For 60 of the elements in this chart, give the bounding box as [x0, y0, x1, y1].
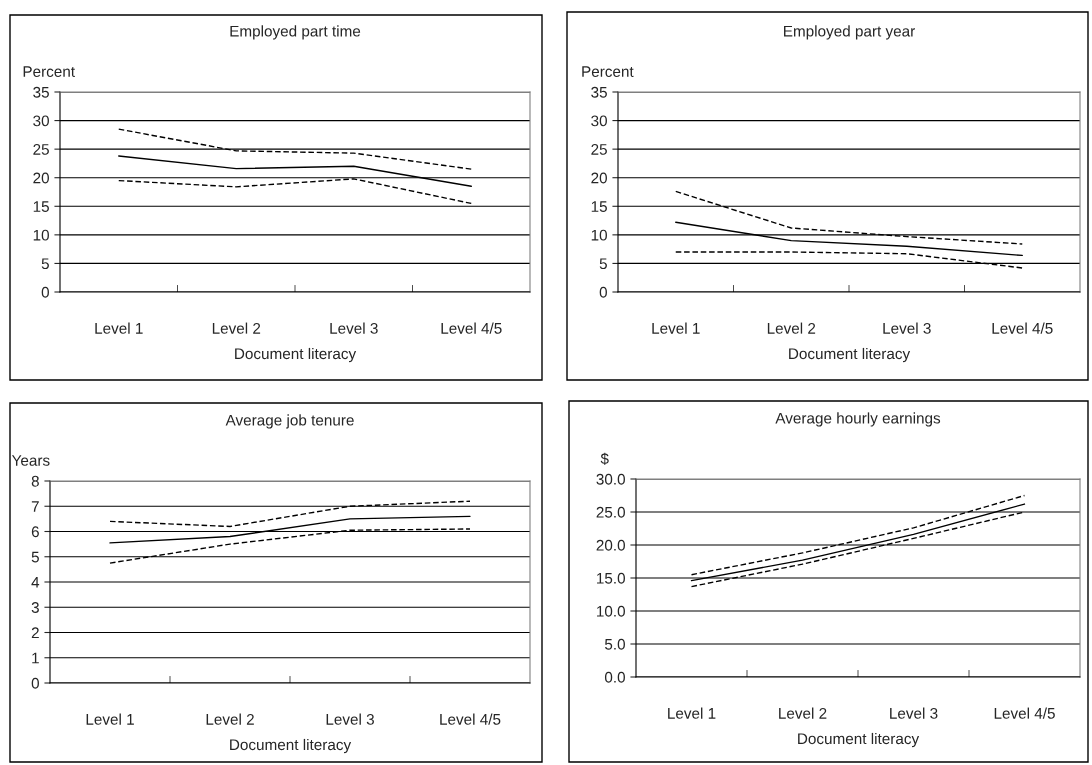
x-tick-label: Level 4/5 [440, 713, 501, 725]
x-tick-label: Level 1 [86, 713, 134, 725]
y-tick-label: 35 [591, 86, 607, 98]
x-tick-label: Level 2 [767, 322, 816, 334]
y-tick-label: 10 [591, 229, 607, 241]
y-tick-label: 7 [31, 501, 39, 512]
x-tick-label: Level 1 [95, 322, 143, 334]
x-tick-label: Level 3 [890, 707, 938, 719]
x-tick-label: Level 3 [883, 322, 931, 334]
y-tick-label: 25 [591, 144, 607, 155]
chart-title: Employed part year [784, 25, 915, 40]
y-tick-label: 5 [599, 258, 607, 270]
y-tick-label: 2 [31, 627, 39, 639]
y-tick-label: 0.0 [604, 671, 625, 683]
chart-title: Employed part time [230, 25, 361, 40]
x-axis-title: Document literacy [230, 738, 352, 754]
x-tick-label: Level 2 [212, 322, 261, 334]
x-tick-label: Level 4/5 [992, 322, 1053, 334]
y-tick-label: 20 [591, 172, 607, 184]
y-tick-label: 15 [33, 201, 49, 212]
y-axis-title: Years [11, 455, 50, 466]
x-tick-label: Level 3 [330, 322, 378, 334]
y-tick-label: 30.0 [596, 473, 625, 485]
x-tick-label: Level 1 [668, 707, 716, 719]
y-tick-label: 5.0 [604, 638, 625, 650]
y-tick-label: 0 [41, 286, 49, 298]
y-tick-label: 6 [31, 526, 39, 538]
x-axis-title: Document literacy [789, 347, 911, 363]
y-tick-label: 10 [33, 229, 49, 241]
y-tick-label: 5 [41, 258, 49, 270]
y-tick-label: 20 [33, 172, 49, 184]
y-tick-label: 0 [31, 677, 39, 689]
x-tick-label: Level 1 [652, 322, 700, 334]
chart-title: Average hourly earnings [775, 412, 941, 427]
y-axis-title: Percent [582, 66, 634, 77]
y-tick-label: 1 [32, 652, 39, 664]
y-tick-label: 30 [33, 115, 49, 127]
y-tick-label: 15.0 [597, 572, 625, 584]
y-tick-label: 25.0 [596, 506, 625, 518]
x-tick-label: Level 3 [326, 713, 374, 725]
x-tick-label: Level 2 [779, 707, 827, 719]
x-tick-label: Level 4/5 [994, 707, 1055, 719]
y-tick-label: 20.0 [596, 539, 625, 551]
y-axis-title: Percent [23, 66, 75, 77]
x-tick-label: Level 4/5 [441, 322, 502, 334]
y-axis-title: $ [600, 452, 609, 466]
y-tick-label: 5 [31, 551, 39, 563]
y-tick-label: 25 [33, 144, 49, 155]
y-tick-label: 0 [599, 286, 607, 298]
y-tick-label: 15 [591, 201, 607, 212]
x-axis-title: Document literacy [235, 347, 357, 363]
x-tick-label: Level 2 [206, 713, 254, 725]
y-tick-label: 3 [31, 602, 39, 613]
y-tick-label: 4 [31, 577, 40, 588]
x-axis-title: Document literacy [798, 732, 920, 748]
chart-title: Average job tenure [225, 414, 354, 429]
y-tick-label: 10.0 [597, 605, 625, 617]
y-tick-label: 35 [33, 86, 49, 98]
y-tick-label: 30 [591, 115, 607, 127]
y-tick-label: 8 [31, 475, 39, 487]
